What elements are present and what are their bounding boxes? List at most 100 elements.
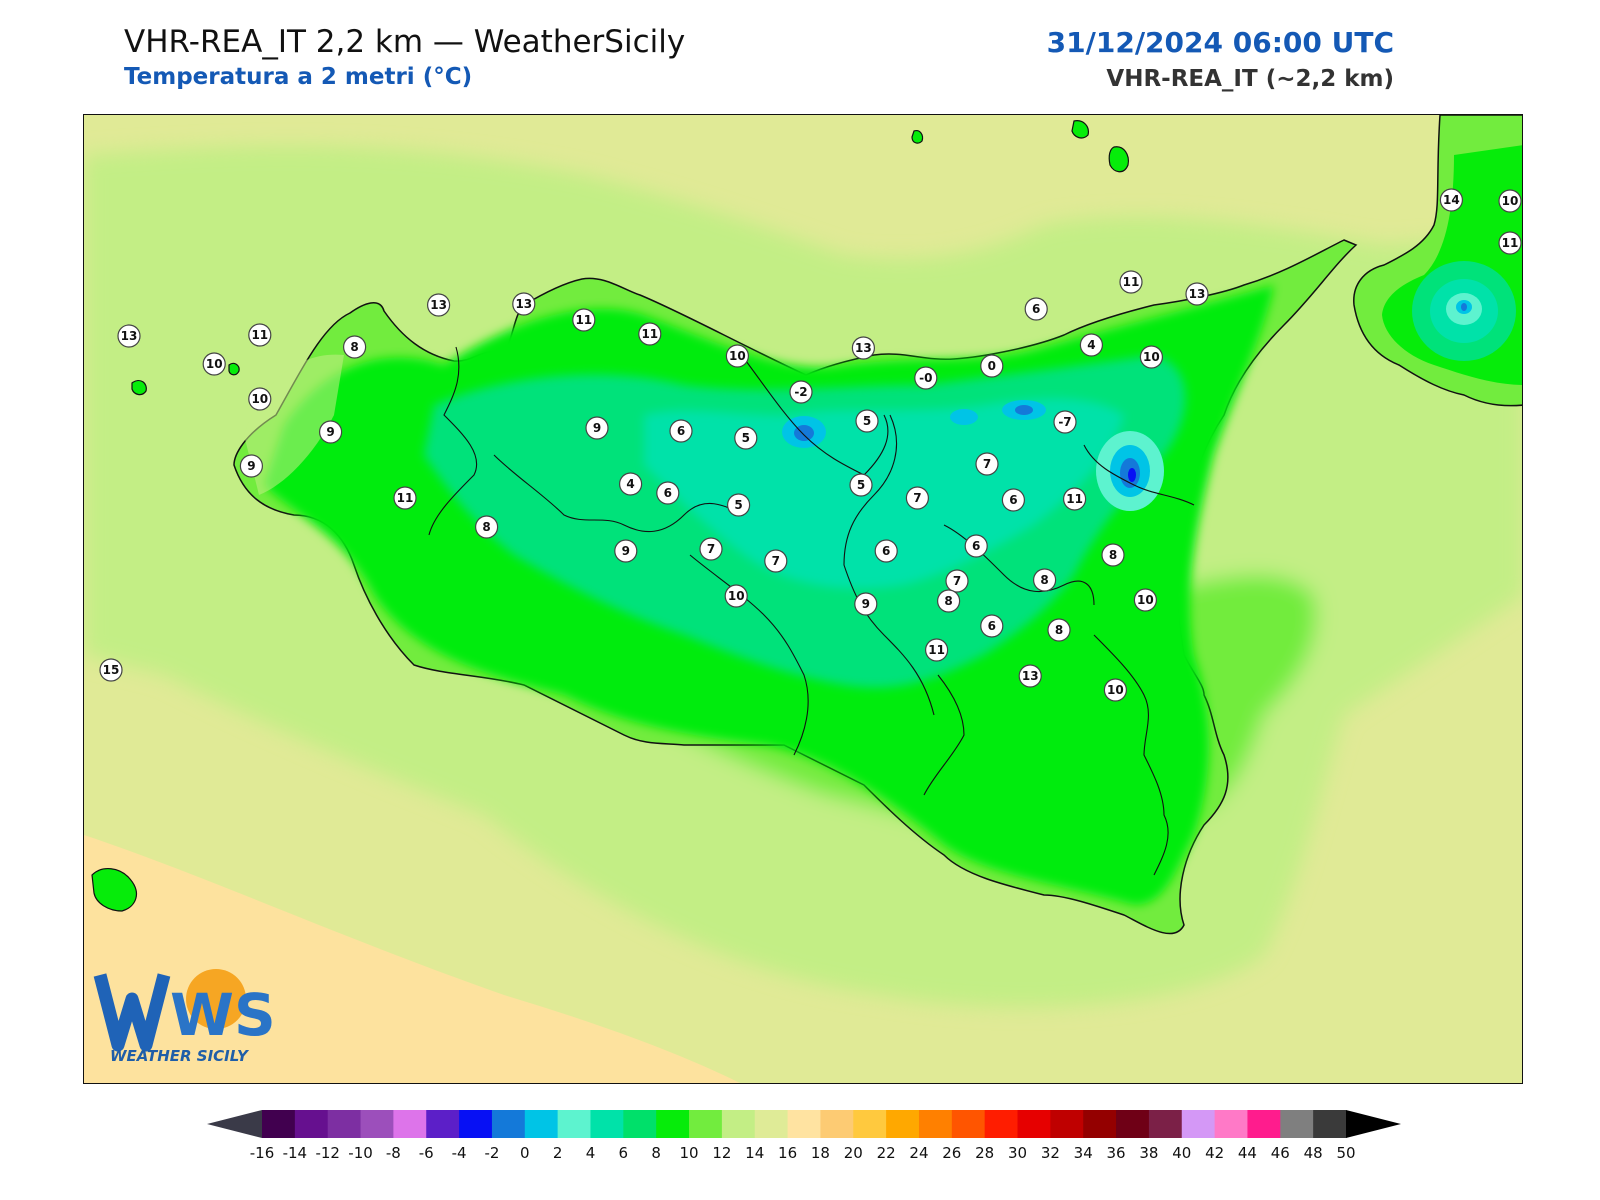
colorbar-segment	[1148, 1110, 1183, 1138]
station-marker-circle	[945, 569, 969, 593]
station-marker-circle	[1032, 568, 1057, 592]
station-marker-circle	[924, 638, 949, 662]
station-marker: 7	[945, 569, 969, 593]
station-temperature-label: 8	[1040, 573, 1048, 587]
station-marker-circle	[724, 584, 748, 608]
station-marker: 13	[851, 336, 876, 360]
station-temperature-label: 13	[430, 298, 447, 312]
eolie-island-north	[1071, 120, 1089, 139]
station-marker-circle	[585, 416, 609, 440]
colorbar-tick-label: 20	[844, 1144, 863, 1162]
colorbar-tick-label: 38	[1139, 1144, 1158, 1162]
station-temperature-label: 6	[1032, 302, 1040, 316]
station-temperature-label: 10	[1502, 194, 1519, 208]
map-title: VHR-REA_IT 2,2 km — WeatherSicily	[124, 24, 686, 60]
station-temperature-label: 6	[677, 424, 685, 438]
station-marker-circle	[614, 539, 638, 563]
station-temperature-label: 6	[972, 539, 980, 553]
land-temperature-zones	[244, 285, 1274, 905]
station-marker: 13	[1018, 664, 1042, 688]
station-temperature-label: 13	[1189, 287, 1206, 301]
station-marker-circle	[638, 322, 662, 346]
station-marker: 11	[638, 322, 662, 346]
station-marker-circle	[725, 344, 750, 368]
station-temperature-label: 11	[1066, 492, 1083, 506]
station-temperature-label: 8	[944, 594, 952, 608]
station-temperature-label: 9	[593, 421, 601, 435]
colorbar-segment	[327, 1110, 362, 1138]
station-temperature-label: 13	[855, 341, 872, 355]
station-temperature-label: 4	[626, 477, 634, 491]
station-temperature-label: 13	[1022, 669, 1039, 683]
colorbar-segment	[590, 1110, 624, 1138]
station-temperature-label: 10	[1143, 350, 1160, 364]
station-marker: 4	[618, 472, 643, 496]
station-marker-circle	[851, 336, 876, 360]
station-temperature-label: 5	[857, 478, 865, 492]
colorbar-tick-label: 28	[975, 1144, 994, 1162]
station-marker-circle	[1103, 678, 1128, 702]
colorbar-segment	[984, 1110, 1019, 1138]
colorbar-tick-label: 10	[679, 1144, 698, 1162]
colorbar-segment	[459, 1110, 493, 1138]
station-marker: 5	[849, 473, 873, 497]
eolie-island	[1108, 146, 1129, 173]
station-marker: 10	[1103, 678, 1128, 702]
colorbar-tick-label: 0	[520, 1144, 530, 1162]
colorbar-segment	[393, 1110, 427, 1138]
colorbar-tick-label: -4	[452, 1144, 467, 1162]
colorbar-tick-label: 42	[1205, 1144, 1224, 1162]
ws-logo-sun	[186, 969, 246, 1029]
station-marker-circle	[512, 292, 536, 316]
station-temperature-label: 9	[326, 425, 334, 439]
colorbar-tick-label: 12	[712, 1144, 731, 1162]
colorbar-segment	[1181, 1110, 1216, 1138]
colorbar-tick-label: -12	[315, 1144, 340, 1162]
station-marker-circle	[1133, 588, 1158, 612]
station-temperature-label: 10	[1137, 593, 1154, 607]
station-temperature-label: 6	[988, 619, 996, 633]
station-marker: 8	[936, 589, 961, 613]
colorbar-segment	[262, 1110, 296, 1138]
station-marker: 13	[427, 293, 451, 317]
colorbar-tick-label: -2	[484, 1144, 499, 1162]
station-temperature-label: 9	[247, 459, 255, 473]
colorbar-extend-low	[207, 1110, 262, 1138]
map-subtitle: Temperatura a 2 metri (°C)	[124, 64, 473, 90]
station-marker: 10	[1133, 588, 1158, 612]
colorbar-tick-label: 32	[1041, 1144, 1060, 1162]
colorbar-segment	[820, 1110, 854, 1138]
station-marker-circle	[1101, 543, 1125, 567]
station-marker-circle	[1053, 410, 1077, 434]
colorbar-tick-label: 44	[1238, 1144, 1257, 1162]
station-temperature-label: -2	[794, 385, 807, 399]
station-temperature-label: 5	[734, 498, 742, 512]
colorbar-tick-label: -14	[283, 1144, 308, 1162]
station-temperature-label: 5	[742, 431, 750, 445]
station-temperature-label: 10	[1107, 683, 1124, 697]
colorbar-tick-label: 34	[1074, 1144, 1093, 1162]
warm-sea-zone	[84, 835, 740, 1083]
station-marker: 7	[764, 549, 788, 573]
station-marker: 11	[248, 323, 272, 347]
station-temperature-label: -7	[1058, 415, 1071, 429]
station-marker-circle	[202, 352, 226, 376]
station-marker-circle	[248, 323, 272, 347]
station-marker: 7	[905, 486, 930, 510]
station-marker: 10	[1139, 345, 1164, 369]
station-marker: 5	[855, 409, 879, 433]
colorbar-segment	[754, 1110, 789, 1138]
station-marker-circle	[734, 426, 758, 450]
station-marker: 8	[1032, 568, 1057, 592]
station-marker-circle	[1498, 189, 1522, 213]
station-marker: 9	[239, 454, 263, 478]
station-marker: 4	[1079, 333, 1104, 357]
colorbar-segment	[426, 1110, 460, 1138]
colorbar-segment	[1280, 1110, 1314, 1138]
station-marker-circle	[764, 549, 788, 573]
station-marker-circle	[1079, 333, 1104, 357]
station-temperature-label: 11	[641, 327, 658, 341]
colorbar-segment	[1017, 1110, 1051, 1138]
station-marker: 6	[1001, 488, 1026, 512]
station-marker: 9	[319, 420, 343, 444]
